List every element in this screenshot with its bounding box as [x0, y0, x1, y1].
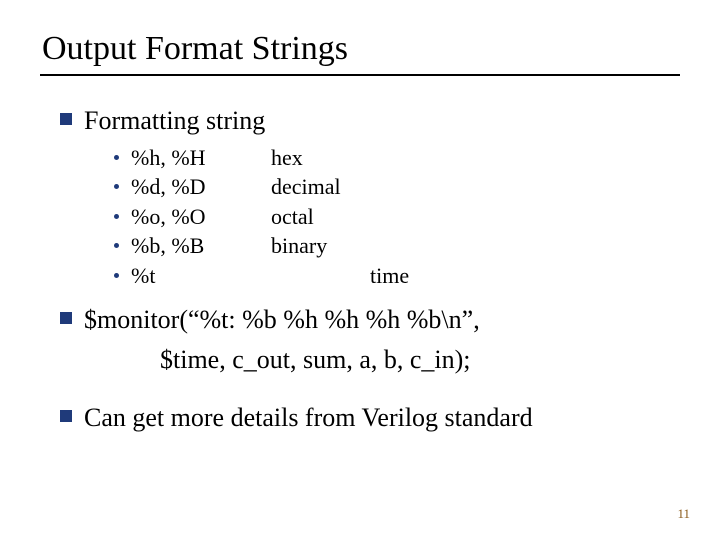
format-code: %b, %B: [131, 232, 271, 260]
format-desc: decimal: [271, 173, 341, 201]
sub-bullet-decimal: %d, %D decimal: [114, 173, 680, 201]
bullet-text: $monitor(“%t: %b %h %h %h %b\n”,: [84, 303, 480, 337]
dot-bullet-icon: [114, 214, 119, 219]
square-bullet-icon: [60, 113, 72, 125]
format-desc: time: [271, 262, 409, 290]
dot-bullet-icon: [114, 243, 119, 248]
monitor-line2: $time, c_out, sum, a, b, c_in);: [160, 343, 680, 377]
sub-bullet-binary: %b, %B binary: [114, 232, 680, 260]
bullet-text: Formatting string: [84, 104, 265, 138]
format-code: %h, %H: [131, 144, 271, 172]
square-bullet-icon: [60, 312, 72, 324]
format-desc: binary: [271, 232, 327, 260]
format-specifier-list: %h, %H hex %d, %D decimal %o, %O octal %…: [114, 144, 680, 290]
page-number: 11: [677, 506, 690, 522]
square-bullet-icon: [60, 410, 72, 422]
dot-bullet-icon: [114, 273, 119, 278]
format-code: %d, %D: [131, 173, 271, 201]
bullet-monitor-example: $monitor(“%t: %b %h %h %h %b\n”,: [60, 303, 680, 337]
bullet-formatting-string: Formatting string: [60, 104, 680, 138]
bullet-text: Can get more details from Verilog standa…: [84, 401, 533, 435]
format-code: %o, %O: [131, 203, 271, 231]
sub-bullet-time: %t time: [114, 262, 680, 290]
dot-bullet-icon: [114, 155, 119, 160]
sub-bullet-octal: %o, %O octal: [114, 203, 680, 231]
dot-bullet-icon: [114, 184, 119, 189]
bullet-more-details: Can get more details from Verilog standa…: [60, 401, 680, 435]
page-title: Output Format Strings: [40, 30, 680, 76]
format-code: %t: [131, 262, 271, 290]
sub-bullet-hex: %h, %H hex: [114, 144, 680, 172]
format-desc: octal: [271, 203, 314, 231]
format-desc: hex: [271, 144, 303, 172]
